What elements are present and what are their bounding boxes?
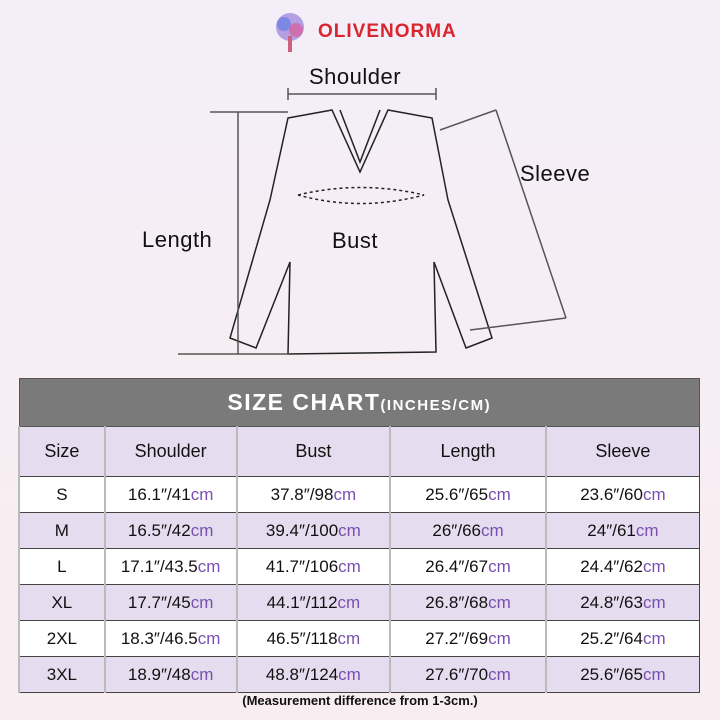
measure-cell: 44.1″/112cm bbox=[235, 584, 391, 621]
measure-cell: 16.5″/42cm bbox=[103, 512, 238, 549]
length-label: Length bbox=[142, 227, 213, 252]
measure-cell: 26″/66cm bbox=[389, 512, 547, 549]
header-size: Size bbox=[18, 426, 106, 477]
measure-cell: 24.8″/63cm bbox=[544, 584, 700, 621]
measure-cell: 18.3″/46.5cm bbox=[103, 620, 238, 657]
shoulder-label: Shoulder bbox=[309, 64, 402, 89]
size-cell: 2XL bbox=[18, 620, 106, 657]
measure-cell: 25.6″/65cm bbox=[389, 476, 547, 513]
bust-label: Bust bbox=[332, 228, 379, 253]
header-bust: Bust bbox=[235, 426, 391, 477]
header-shoulder: Shoulder bbox=[103, 426, 238, 477]
measure-cell: 37.8″/98cm bbox=[235, 476, 391, 513]
table-row: 2XL 18.3″/46.5cm 46.5″/118cm 27.2″/69cm 25.2… bbox=[18, 620, 700, 657]
size-chart-table: SIZE CHART(INCHES/CM) Size Shoulder Bust… bbox=[18, 378, 700, 693]
measure-cell: 26.8″/68cm bbox=[389, 584, 547, 621]
size-chart-title: SIZE CHART(INCHES/CM) bbox=[18, 378, 700, 427]
tree-icon bbox=[276, 13, 304, 52]
measure-cell: 25.2″/64cm bbox=[544, 620, 700, 657]
table-header-row: Size Shoulder Bust Length Sleeve bbox=[18, 426, 700, 477]
table-row: L 17.1″/43.5cm 41.7″/106cm 26.4″/67cm 24.4″/… bbox=[18, 548, 700, 585]
measure-cell: 27.6″/70cm bbox=[389, 656, 547, 693]
measurement-note: (Measurement difference from 1-3cm.) bbox=[242, 693, 478, 708]
table-row: M 16.5″/42cm 39.4″/100cm 26″/66cm 24″/61cm bbox=[18, 512, 700, 549]
table-row: S 16.1″/41cm 37.8″/98cm 25.6″/65cm 23.6″/60c… bbox=[18, 476, 700, 513]
measure-cell: 39.4″/100cm bbox=[235, 512, 391, 549]
measure-cell: 23.6″/60cm bbox=[544, 476, 700, 513]
sleeve-label: Sleeve bbox=[520, 161, 591, 186]
table-row: 3XL 18.9″/48cm 48.8″/124cm 27.6″/70cm 25.6″/… bbox=[18, 656, 700, 693]
measure-cell: 24.4″/62cm bbox=[544, 548, 700, 585]
measure-cell: 41.7″/106cm bbox=[235, 548, 391, 585]
size-cell: 3XL bbox=[18, 656, 106, 693]
measure-cell: 24″/61cm bbox=[544, 512, 700, 549]
size-cell: M bbox=[18, 512, 106, 549]
measure-cell: 16.1″/41cm bbox=[103, 476, 238, 513]
brand-name: OLIVENORMA bbox=[318, 21, 457, 42]
size-cell: XL bbox=[18, 584, 106, 621]
brand-logo: OLIVENORMA bbox=[268, 10, 457, 54]
measure-cell: 48.8″/124cm bbox=[235, 656, 391, 693]
size-cell: L bbox=[18, 548, 106, 585]
header-length: Length bbox=[389, 426, 547, 477]
sweater-diagram bbox=[178, 88, 567, 355]
measure-cell: 25.6″/65cm bbox=[544, 656, 700, 693]
header-sleeve: Sleeve bbox=[544, 426, 700, 477]
measure-cell: 46.5″/118cm bbox=[235, 620, 391, 657]
measure-cell: 17.1″/43.5cm bbox=[103, 548, 238, 585]
table-row: XL 17.7″/45cm 44.1″/112cm 26.8″/68cm 24.8″/6… bbox=[18, 584, 700, 621]
measure-cell: 17.7″/45cm bbox=[103, 584, 238, 621]
size-cell: S bbox=[18, 476, 106, 513]
measure-cell: 18.9″/48cm bbox=[103, 656, 238, 693]
measure-cell: 26.4″/67cm bbox=[389, 548, 547, 585]
measure-cell: 27.2″/69cm bbox=[389, 620, 547, 657]
